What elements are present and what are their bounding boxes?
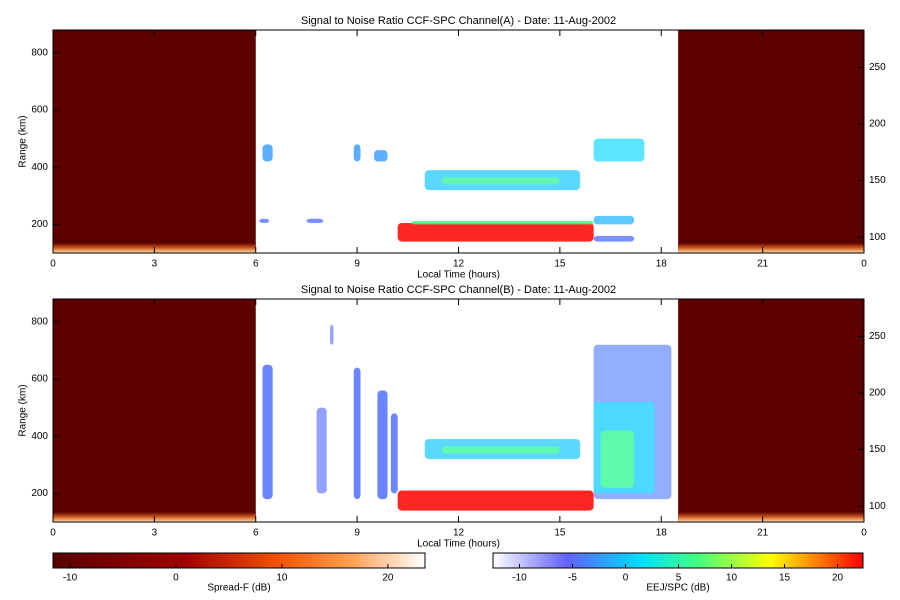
- x-tick-label: 6: [253, 528, 259, 539]
- panel-title: Signal to Noise Ratio CCF-SPC Channel(B)…: [301, 284, 616, 296]
- echo-region: [374, 150, 388, 162]
- echo-region: [306, 218, 324, 223]
- panel-title: Signal to Noise Ratio CCF-SPC Channel(A)…: [301, 15, 616, 27]
- x-tick-label: 12: [453, 528, 465, 539]
- y2-tick-label: 250: [869, 331, 886, 342]
- colorbar: [492, 552, 864, 569]
- plot-area: [53, 299, 864, 522]
- y-tick-label: 600: [31, 105, 48, 116]
- echo-region: [593, 138, 645, 162]
- y2-tick-label: 250: [869, 62, 886, 73]
- colorbar-label: Spread-F (dB): [207, 583, 270, 594]
- y2-tick-label: 100: [869, 232, 886, 243]
- spread-f-region: [53, 30, 256, 253]
- y-tick-label: 200: [31, 219, 48, 230]
- spread-f-region: [678, 30, 864, 253]
- colorbar-tick-label: 0: [623, 573, 629, 584]
- x-tick-label: 12: [453, 259, 465, 270]
- colorbar-tick-label: 20: [382, 573, 394, 584]
- x-tick-label: 9: [354, 528, 360, 539]
- x-tick-label: 3: [152, 259, 158, 270]
- y2-tick-label: 200: [869, 388, 886, 399]
- colorbar-tick-label: -10: [63, 573, 78, 584]
- echo-region: [411, 220, 594, 225]
- x-tick-label: 3: [152, 528, 158, 539]
- y2-tick-label: 200: [869, 119, 886, 130]
- y2-tick-label: 150: [869, 444, 886, 455]
- x-tick-label: 18: [656, 528, 668, 539]
- x-tick-label: 15: [554, 528, 566, 539]
- echo-region: [593, 235, 635, 242]
- y2-tick-label: 150: [869, 175, 886, 186]
- spread-f-region: [678, 299, 864, 522]
- y-tick-label: 600: [31, 374, 48, 385]
- colorbar-tick-label: 10: [726, 573, 738, 584]
- x-tick-label: 21: [757, 259, 769, 270]
- spread-f-ground: [678, 511, 864, 522]
- y-tick-label: 400: [31, 162, 48, 173]
- echo-region: [441, 446, 560, 454]
- y2-tick-label: 100: [869, 501, 886, 512]
- x-tick-label: 0: [50, 528, 56, 539]
- y-tick-label: 800: [31, 317, 48, 328]
- x-tick-label: 0: [50, 259, 56, 270]
- x-tick-label: 21: [757, 528, 769, 539]
- x-tick-label: 0: [861, 259, 867, 270]
- x-axis-label: Local Time (hours): [417, 539, 500, 550]
- colorbar-tick-label: -10: [512, 573, 527, 584]
- y-tick-label: 200: [31, 488, 48, 499]
- spread-f-region: [53, 299, 256, 522]
- echo-region: [262, 364, 273, 500]
- x-tick-label: 9: [354, 259, 360, 270]
- echo-region: [259, 218, 270, 223]
- echo-region: [330, 324, 334, 345]
- echo-region: [600, 430, 635, 488]
- x-tick-label: 15: [554, 259, 566, 270]
- y-axis-label: Range (km): [18, 115, 29, 167]
- echo-region: [390, 413, 398, 494]
- echo-region: [353, 367, 361, 500]
- plot-area: [53, 30, 864, 253]
- colorbar-tick-label: 5: [676, 573, 682, 584]
- y-axis-label: Range (km): [18, 384, 29, 436]
- colorbar-tick-label: 20: [832, 573, 844, 584]
- x-tick-label: 0: [861, 528, 867, 539]
- echo-region: [593, 215, 635, 225]
- colorbar: [52, 552, 426, 569]
- echo-region: [353, 144, 361, 162]
- x-tick-label: 6: [253, 259, 259, 270]
- echo-region: [316, 407, 327, 494]
- echo-region: [397, 490, 594, 511]
- x-tick-label: 18: [656, 259, 668, 270]
- colorbar-tick-label: 10: [276, 573, 288, 584]
- y-tick-label: 800: [31, 48, 48, 59]
- echo-region: [441, 177, 560, 185]
- colorbar-label: EEJ/SPC (dB): [646, 583, 709, 594]
- colorbar-tick-label: 0: [173, 573, 179, 584]
- echo-region: [397, 222, 594, 242]
- colorbar-tick-label: 15: [779, 573, 791, 584]
- echo-region: [262, 144, 273, 162]
- colorbar-tick-label: -5: [568, 573, 577, 584]
- y-tick-label: 400: [31, 431, 48, 442]
- spread-f-ground: [678, 242, 864, 253]
- x-axis-label: Local Time (hours): [417, 270, 500, 281]
- echo-region: [377, 390, 388, 500]
